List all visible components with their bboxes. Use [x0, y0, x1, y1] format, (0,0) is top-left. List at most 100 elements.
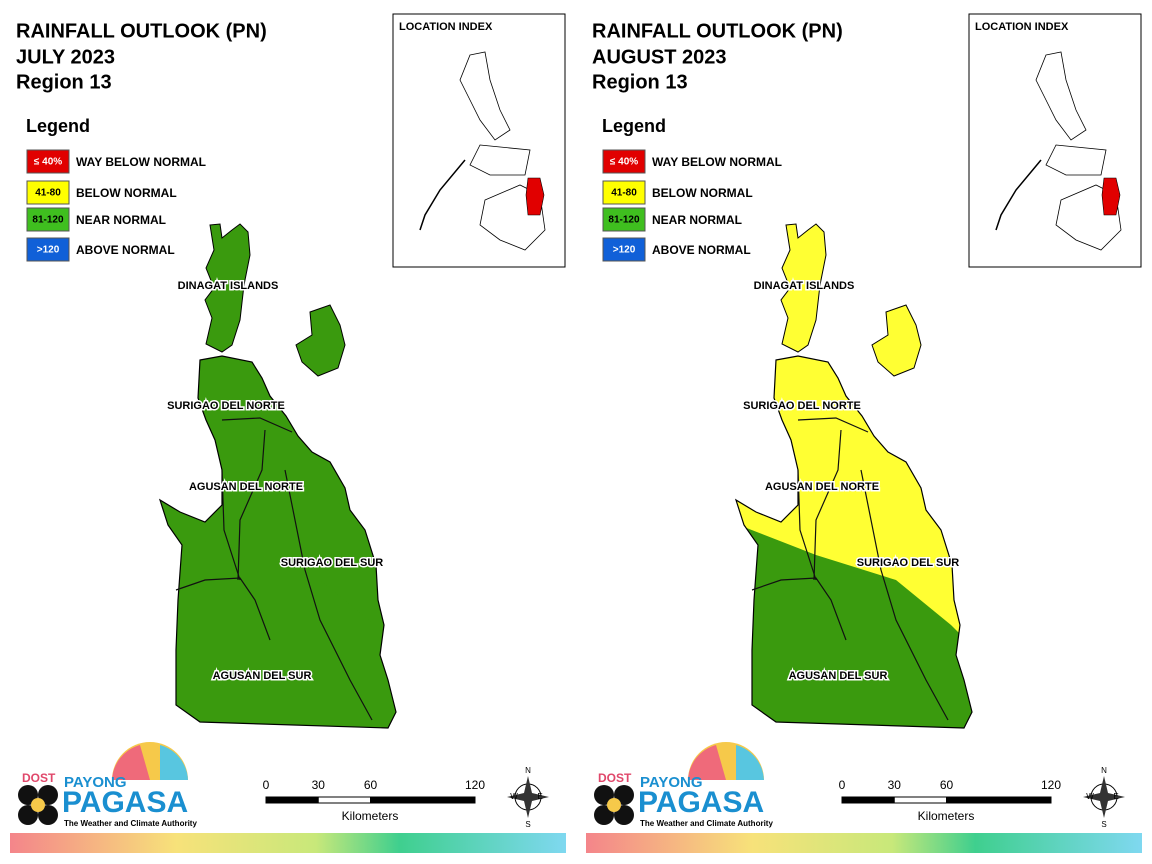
rainbow-bar — [586, 833, 1142, 853]
legend-code: >120 — [37, 245, 60, 256]
logo-sun — [607, 798, 621, 812]
province-border — [797, 417, 869, 433]
logo-pagasa: PAGASA — [638, 786, 764, 819]
logo-payong: PAYONG — [640, 774, 703, 791]
compass-letter: N — [1101, 766, 1107, 775]
title: RAINFALL OUTLOOK (PN) — [16, 20, 267, 42]
logo-umbrella-left — [112, 745, 150, 780]
province-border — [237, 429, 266, 581]
scale-tick-label: 0 — [839, 778, 846, 792]
compass-letter: S — [1101, 820, 1106, 829]
province-border — [860, 469, 949, 721]
legend-swatch — [26, 180, 70, 205]
province-label: DINAGAT ISLANDS — [754, 280, 855, 292]
logo-dost: DOST — [598, 771, 632, 785]
logo-dot — [18, 785, 38, 805]
scale-segment — [893, 796, 947, 804]
compass-star — [507, 776, 549, 818]
mainland-south — [736, 520, 972, 728]
province-label: SURIGAO DEL NORTE — [167, 400, 285, 412]
legend-title: Legend — [602, 116, 666, 136]
inset-title: LOCATION INDEX — [975, 21, 1069, 33]
logo-umbrella-right — [736, 745, 764, 780]
inset-title: LOCATION INDEX — [399, 21, 493, 33]
scale-segment — [265, 796, 319, 804]
logo-payong: PAYONG — [64, 774, 127, 791]
province-border — [221, 469, 241, 581]
legend-swatch — [602, 180, 646, 205]
legend-swatch — [602, 149, 646, 174]
compass-letter: E — [1113, 792, 1118, 801]
logo-dot — [38, 805, 58, 825]
logo-dot — [614, 785, 634, 805]
province-label: AGUSAN DEL SUR — [789, 670, 888, 682]
island-dinagat — [204, 223, 251, 353]
scale-segment — [946, 796, 1052, 804]
province-label: AGUSAN DEL NORTE — [765, 481, 879, 493]
legend-label: WAY BELOW NORMAL — [652, 155, 782, 169]
province-border — [175, 577, 271, 641]
logo-dot — [18, 805, 38, 825]
month: JULY 2023 — [16, 46, 115, 68]
scale-unit: Kilometers — [918, 809, 975, 823]
mainland-south — [160, 520, 396, 728]
scale-tick-label: 120 — [465, 778, 485, 792]
logo-dost: DOST — [22, 771, 56, 785]
scale-tick-label: 60 — [364, 778, 378, 792]
province-label: SURIGAO DEL SUR — [857, 557, 960, 569]
logo-dot — [38, 785, 58, 805]
legend-code: 81-120 — [608, 215, 640, 226]
legend-label: NEAR NORMAL — [652, 213, 742, 227]
logo-tagline: The Weather and Climate Authority — [64, 819, 197, 828]
logo-sun — [31, 798, 45, 812]
mainland-outline — [734, 355, 973, 729]
province-border — [797, 469, 817, 581]
inset-palawan — [995, 159, 1042, 231]
scale-tick-label: 30 — [312, 778, 326, 792]
scale-tick-label: 0 — [263, 778, 270, 792]
logo-tagline: The Weather and Climate Authority — [640, 819, 773, 828]
rainbow-bar — [10, 833, 566, 853]
island-siargao — [871, 304, 922, 377]
logo-dot — [614, 805, 634, 825]
legend-label: NEAR NORMAL — [76, 213, 166, 227]
scale-segment — [841, 796, 895, 804]
scale-unit: Kilometers — [342, 809, 399, 823]
legend-code: ≤ 40% — [34, 157, 62, 168]
outlook-panel: RAINFALL OUTLOOK (PN) AUGUST 2023 Region 1… — [586, 13, 1142, 853]
logo-dot — [594, 785, 614, 805]
legend-swatch — [26, 207, 70, 232]
legend-code: ≤ 40% — [610, 157, 638, 168]
compass-letter: W — [1086, 792, 1094, 801]
month: AUGUST 2023 — [592, 46, 727, 68]
legend-code: 41-80 — [35, 188, 61, 199]
legend-code: >120 — [613, 245, 636, 256]
legend-label: ABOVE NORMAL — [76, 243, 175, 257]
logo-dot — [594, 805, 614, 825]
inset-visayas — [1045, 144, 1107, 176]
legend-title: Legend — [26, 116, 90, 136]
legend-label: WAY BELOW NORMAL — [76, 155, 206, 169]
title: RAINFALL OUTLOOK (PN) — [592, 20, 843, 42]
inset-visayas — [469, 144, 531, 176]
scale-tick-label: 30 — [888, 778, 902, 792]
province-border — [813, 429, 842, 581]
legend-label: BELOW NORMAL — [652, 186, 753, 200]
island-siargao — [295, 304, 346, 377]
legend-code: 81-120 — [32, 215, 64, 226]
compass-letter: W — [510, 792, 518, 801]
legend-swatch — [602, 207, 646, 232]
province-border — [751, 577, 847, 641]
province-label: AGUSAN DEL SUR — [213, 670, 312, 682]
legend-swatch — [26, 149, 70, 174]
legend-swatch — [602, 237, 646, 262]
inset-palawan — [419, 159, 466, 231]
province-label: SURIGAO DEL NORTE — [743, 400, 861, 412]
logo-pagasa: PAGASA — [62, 786, 188, 819]
region: Region 13 — [592, 71, 688, 93]
province-border — [284, 469, 373, 721]
legend-label: BELOW NORMAL — [76, 186, 177, 200]
inset-luzon — [1035, 51, 1087, 141]
province-label: AGUSAN DEL NORTE — [189, 481, 303, 493]
